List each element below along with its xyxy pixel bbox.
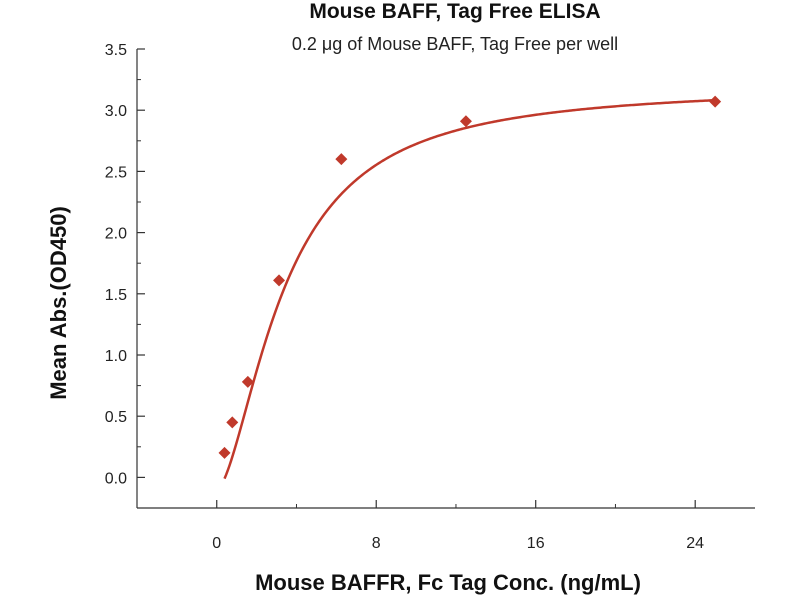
x-axis-label: Mouse BAFFR, Fc Tag Conc. (ng/mL) — [255, 570, 641, 595]
x-tick-label: 8 — [372, 535, 381, 552]
y-tick-label: 3.0 — [105, 103, 127, 120]
chart-subtitle: 0.2 μg of Mouse BAFF, Tag Free per well — [292, 34, 618, 54]
y-tick-label: 1.0 — [105, 348, 127, 365]
data-point — [241, 375, 254, 388]
y-axis-label: Mean Abs.(OD450) — [46, 206, 71, 400]
y-tick-label: 2.0 — [105, 226, 127, 243]
data-point — [709, 95, 722, 108]
data-point — [218, 446, 231, 459]
data-point — [335, 153, 348, 166]
x-tick-label: 0 — [212, 535, 221, 552]
y-tick-label: 1.5 — [105, 287, 127, 304]
y-tick-label: 3.5 — [105, 42, 127, 59]
x-tick-label: 24 — [686, 535, 704, 552]
y-tick-label: 2.5 — [105, 164, 127, 181]
data-point — [459, 115, 472, 128]
y-tick-label: 0.5 — [105, 409, 127, 426]
data-point — [273, 274, 286, 287]
data-point — [226, 416, 239, 429]
chart-title: Mouse BAFF, Tag Free ELISA — [309, 0, 600, 23]
fit-curve — [223, 98, 716, 480]
data-points — [218, 95, 722, 459]
y-tick-label: 0.0 — [105, 470, 127, 487]
x-tick-label: 16 — [527, 535, 545, 552]
x-axis: 0 8 16 24 — [136, 500, 755, 552]
y-axis: 0.0 0.5 1.0 1.5 2.0 2.5 3.0 3.5 — [105, 42, 145, 509]
